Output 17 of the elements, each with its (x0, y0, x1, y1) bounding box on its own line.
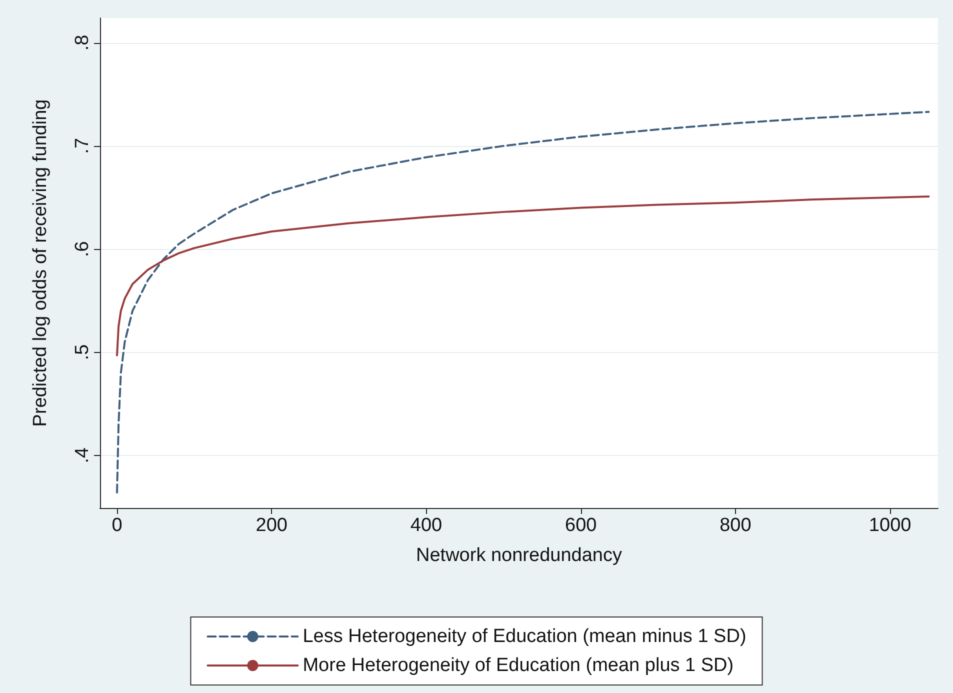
y-axis-title: Predicted log odds of receiving funding (30, 99, 51, 427)
x-tick-label: 600 (564, 515, 597, 536)
x-tick-label: 800 (720, 515, 752, 536)
y-tick-label: .6 (72, 241, 93, 258)
legend-label: Less Heterogeneity of Education (mean minus 1 SD) (302, 626, 746, 647)
y-tick-label: .5 (72, 344, 93, 360)
line-series (116, 195, 930, 356)
line-series (116, 110, 930, 494)
x-tick-label: 1000 (868, 515, 912, 536)
legend-label: More Heterogeneity of Education (mean plus 1 SD) (302, 655, 734, 676)
y-tick-label: .4 (72, 447, 93, 464)
x-axis-title: Network nonredundancy (416, 545, 622, 566)
y-tick-label: .8 (72, 34, 93, 51)
x-tick-label: 400 (410, 515, 442, 536)
x-tick-label: 0 (112, 515, 122, 536)
x-tick-label: 200 (256, 515, 288, 536)
y-tick-label: .7 (72, 138, 93, 154)
